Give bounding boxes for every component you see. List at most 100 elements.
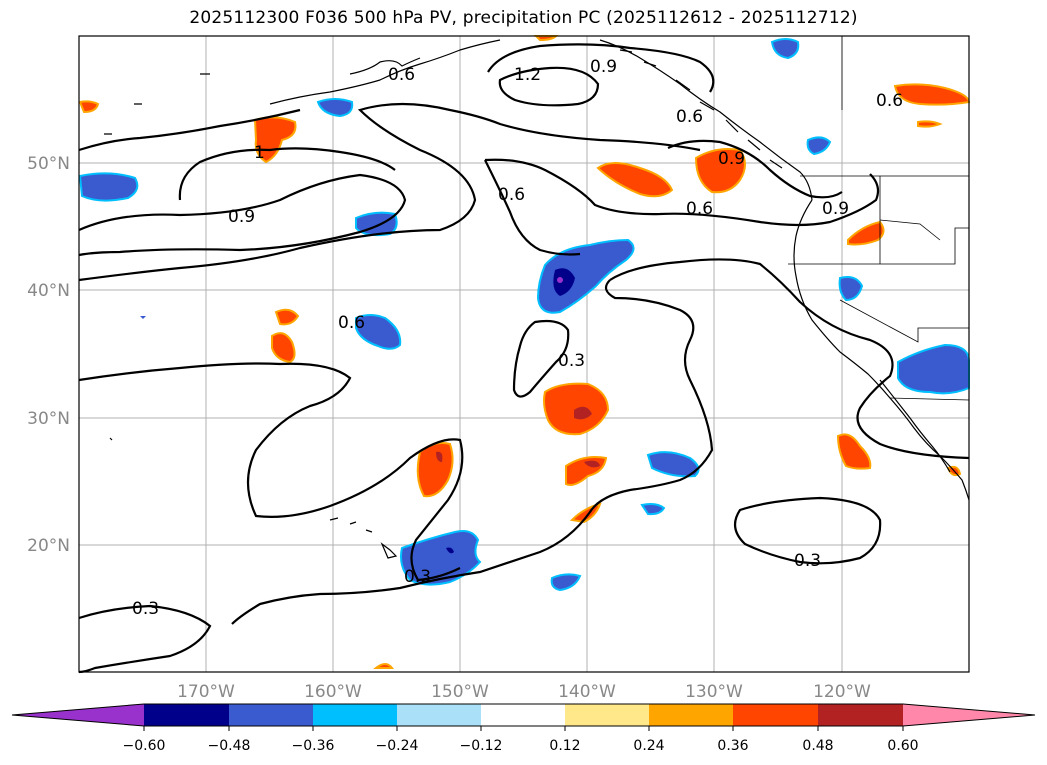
- colorbar-label: −0.48: [208, 738, 251, 754]
- coastline-hawaii: [329, 517, 398, 559]
- contour-label: 0.6: [686, 199, 713, 219]
- map-background: [79, 36, 969, 672]
- contour-label: 0.9: [590, 57, 617, 77]
- precip-positive-area: [847, 220, 885, 246]
- lon-tick-label: 160°W: [304, 682, 362, 702]
- precip-positive-area: [596, 162, 674, 198]
- colorbar-segment: [397, 704, 482, 726]
- pv-contour-line: [498, 66, 600, 107]
- pv-contour-line: [667, 139, 843, 199]
- precip-strong-positive-area: [436, 451, 443, 462]
- colorbar-label: 0.12: [549, 738, 580, 754]
- pv-contour-line: [178, 147, 396, 201]
- contour-label: 0.3: [404, 567, 431, 587]
- lat-tick-label: 20°N: [27, 536, 70, 556]
- precip-negative-area: [78, 172, 139, 202]
- precip-extreme-negative-area: [557, 277, 563, 283]
- colorbar-segment: [818, 704, 903, 726]
- colorbar-segment: [649, 704, 734, 726]
- lat-axis: 50°N 40°N 30°N 20°N: [27, 154, 70, 556]
- precip-shading: [78, 35, 971, 669]
- coastline-islands: [619, 49, 783, 169]
- precip-positive-area: [373, 663, 395, 669]
- contour-label: 0.9: [822, 199, 849, 219]
- contour-label: 0.3: [132, 599, 159, 619]
- lon-tick-label: 130°W: [685, 682, 743, 702]
- pv-contour-line: [78, 173, 407, 257]
- pv-contour-line: [231, 279, 714, 625]
- border-state: [879, 219, 941, 241]
- precip-negative-area: [400, 530, 482, 586]
- coastline-islets: [104, 73, 210, 441]
- precip-strong-negative-area: [553, 268, 575, 296]
- precip-strong-positive-area: [574, 406, 592, 420]
- contour-label: 0.3: [558, 351, 585, 371]
- precip-negative-area: [355, 314, 402, 350]
- coastline-baja: [879, 379, 951, 473]
- colorbar-label: 0.60: [887, 738, 918, 754]
- contour-label: 0.6: [388, 65, 415, 85]
- contour-label: 0.6: [676, 107, 703, 127]
- contour-label: 1.2: [514, 65, 541, 85]
- colorbar-segment: [565, 704, 650, 726]
- pv-contour-line: [484, 158, 880, 227]
- colorbar-segment: [229, 704, 314, 726]
- contour-label: 0.9: [718, 149, 745, 169]
- contour-label: 0.3: [794, 551, 821, 571]
- pv-contour-line: [512, 319, 570, 398]
- colorbar: −0.60 −0.48 −0.36 −0.24 −0.12 0.12 0.24 …: [11, 703, 1036, 754]
- colorbar-extend-low: [12, 704, 144, 726]
- colorbar-segment: [481, 704, 566, 726]
- colorbar-segment: [733, 704, 818, 726]
- map-plot-area: 0.6 1.2 0.9 0.6 1 0.9 0.6 0.9 0.6 0.9 0.…: [78, 35, 971, 674]
- pv-contours: [78, 43, 970, 674]
- precip-positive-area: [271, 332, 296, 364]
- colorbar-label: 0.24: [633, 738, 664, 754]
- pv-contour-line: [609, 258, 970, 460]
- precip-negative-area: [640, 503, 666, 516]
- precip-negative-area: [316, 98, 354, 118]
- precip-strong-negative-area: [446, 547, 454, 554]
- precip-positive-area: [416, 442, 454, 498]
- contour-label: 1: [254, 143, 265, 163]
- colorbar-label: −0.12: [460, 738, 503, 754]
- pv-contour-line: [484, 159, 581, 256]
- contour-label: 0.9: [228, 207, 255, 227]
- border-state: [788, 227, 969, 265]
- precip-positive-area: [78, 100, 100, 114]
- colorbar-segment: [144, 704, 229, 726]
- lon-tick-label: 120°W: [813, 682, 871, 702]
- precip-negative-area: [806, 136, 832, 156]
- lat-tick-label: 30°N: [27, 409, 70, 429]
- pv-contour-line: [78, 102, 701, 282]
- lon-axis: 170°W 160°W 150°W 140°W 130°W 120°W: [177, 682, 871, 702]
- colorbar-ticks: [143, 726, 904, 731]
- lat-tick-label: 40°N: [27, 281, 70, 301]
- colorbar-label: −0.24: [376, 738, 419, 754]
- contour-label: 0.6: [498, 185, 525, 205]
- political-borders: [788, 36, 970, 401]
- precip-positive-area: [694, 148, 746, 194]
- pv-contour-line: [733, 496, 882, 565]
- precip-negative-area: [838, 276, 864, 302]
- colorbar-extend-high: [903, 704, 1035, 726]
- pv-contour-line: [78, 362, 464, 582]
- lon-tick-label: 170°W: [177, 682, 235, 702]
- colorbar-labels: −0.60 −0.48 −0.36 −0.24 −0.12 0.12 0.24 …: [123, 738, 919, 754]
- chart-title: 2025112300 F036 500 hPa PV, precipitatio…: [189, 8, 858, 28]
- pv-contour-line: [78, 108, 301, 152]
- contour-label: 0.6: [876, 91, 903, 111]
- precip-positive-area: [274, 308, 300, 326]
- map-frame: [78, 35, 970, 673]
- precip-strong-positive-area: [584, 460, 600, 468]
- colorbar-label: −0.36: [292, 738, 335, 754]
- pv-contour-line: [487, 43, 715, 93]
- contour-label: 0.6: [338, 313, 365, 333]
- pv-contour-labels: 0.6 1.2 0.9 0.6 1 0.9 0.6 0.9 0.6 0.9 0.…: [132, 57, 903, 619]
- coastline-alaska: [349, 57, 421, 75]
- lon-tick-label: 150°W: [431, 682, 489, 702]
- precip-negative-area: [140, 316, 146, 319]
- colorbar-label: −0.60: [123, 738, 166, 754]
- precip-negative-area: [770, 38, 800, 60]
